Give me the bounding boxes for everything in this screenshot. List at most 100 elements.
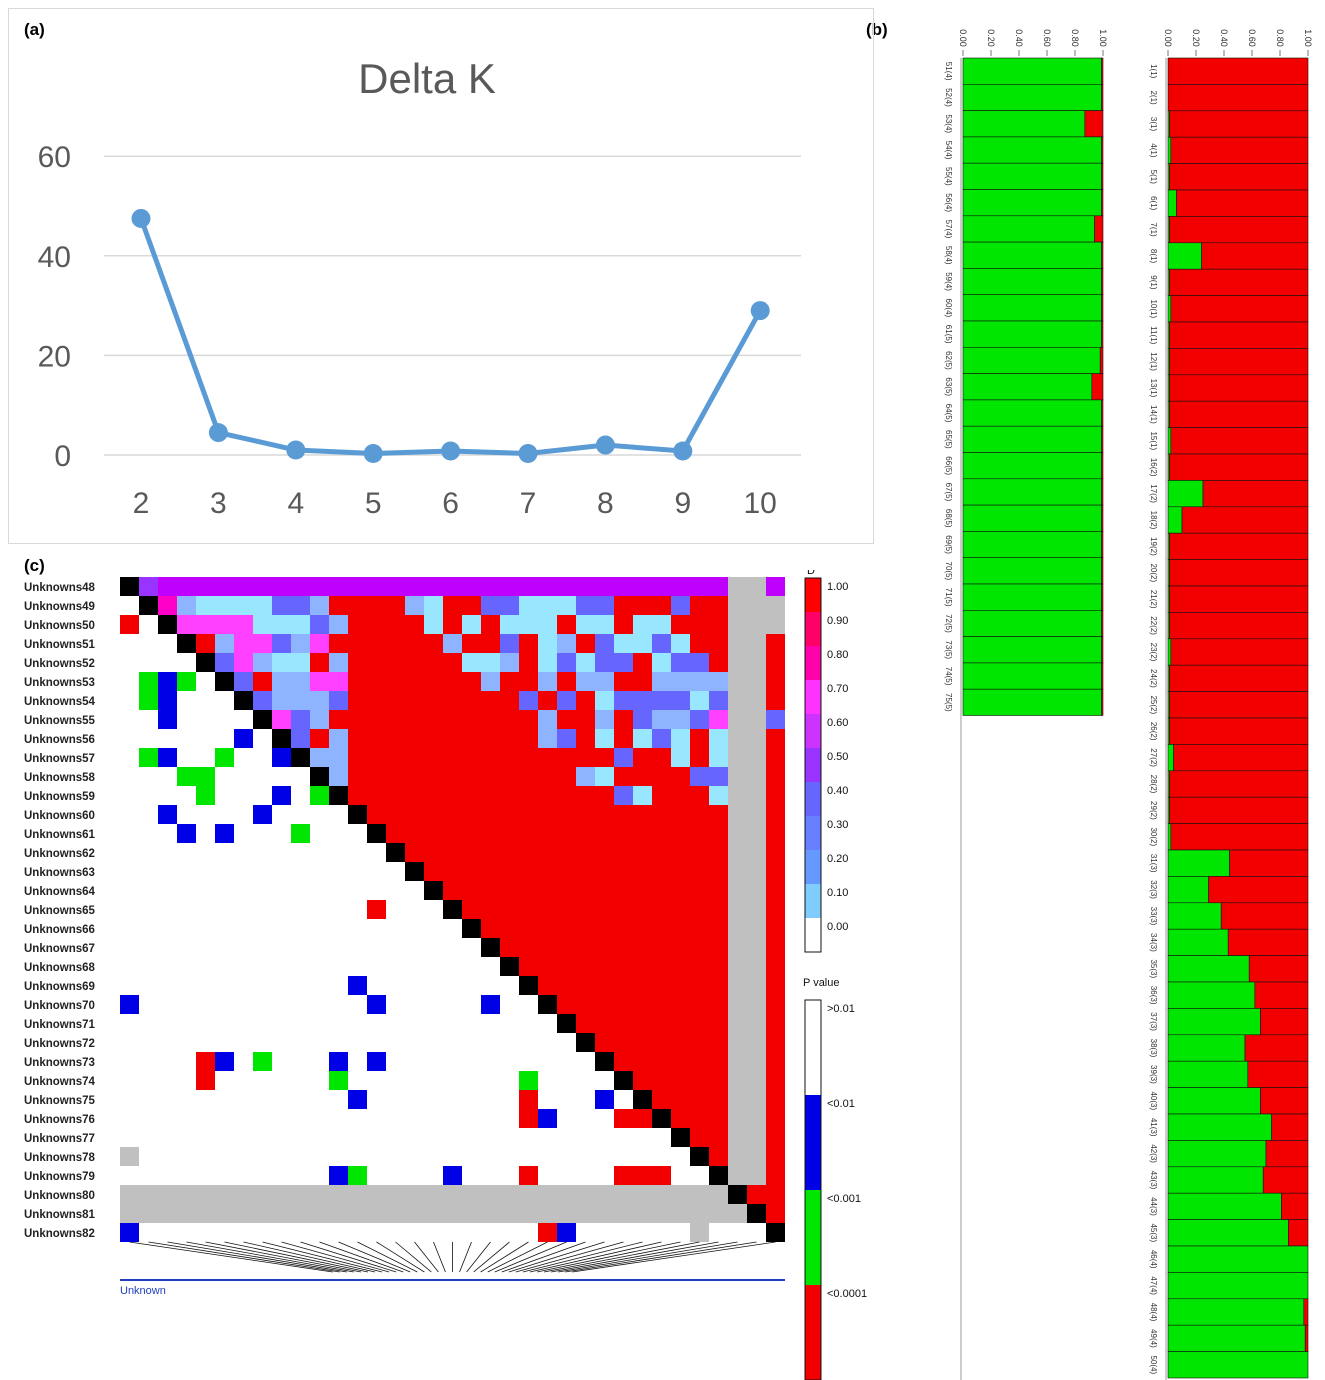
ld-cell bbox=[595, 767, 614, 786]
legend-dprime-swatch bbox=[805, 612, 821, 646]
ld-cell-missing bbox=[747, 938, 766, 957]
ld-cell-missing bbox=[747, 1014, 766, 1033]
ld-cell bbox=[367, 577, 386, 596]
fan-line bbox=[515, 1241, 624, 1273]
right-category-label: 34(3) bbox=[1149, 933, 1158, 952]
row-label: Unknowns76 bbox=[24, 1114, 95, 1126]
ld-cell bbox=[557, 805, 576, 824]
row-label: Unknowns61 bbox=[24, 829, 96, 841]
ld-cell bbox=[557, 653, 576, 672]
right-bar-green bbox=[1167, 823, 1172, 851]
ld-cell bbox=[557, 919, 576, 938]
right-bar-red bbox=[1167, 84, 1309, 112]
ld-cell bbox=[424, 805, 443, 824]
fan-line bbox=[186, 1241, 354, 1273]
right-bar-green bbox=[1167, 1060, 1249, 1088]
right-bar-green bbox=[1167, 189, 1177, 217]
data-point bbox=[595, 435, 615, 455]
ld-cell bbox=[405, 691, 424, 710]
ld-cell bbox=[576, 957, 595, 976]
ld-cell bbox=[576, 653, 595, 672]
diagonal-cell bbox=[538, 995, 557, 1014]
ld-cell bbox=[633, 596, 652, 615]
ld-cell bbox=[633, 767, 652, 786]
right-bar-green bbox=[1167, 1298, 1305, 1326]
right-category-label: 27(2) bbox=[1149, 748, 1158, 767]
ld-cell bbox=[500, 767, 519, 786]
ld-cell bbox=[709, 1014, 728, 1033]
ld-cell bbox=[386, 615, 405, 634]
right-bar-green bbox=[1167, 1272, 1309, 1300]
ld-cell bbox=[652, 786, 671, 805]
ld-cell bbox=[215, 634, 234, 653]
fan-line bbox=[501, 1241, 586, 1273]
ld-cell bbox=[690, 1071, 709, 1090]
ld-cell bbox=[690, 786, 709, 805]
diagonal-cell bbox=[158, 615, 177, 634]
ld-cell bbox=[538, 843, 557, 862]
ld-cell-missing bbox=[253, 1204, 272, 1223]
right-bar-red bbox=[1260, 1087, 1309, 1115]
right-bar-green bbox=[1167, 981, 1256, 1009]
right-category-label: 3(1) bbox=[1149, 117, 1158, 132]
left-bar-green bbox=[962, 189, 1102, 217]
ld-cell-missing bbox=[728, 1204, 747, 1223]
ld-cell bbox=[215, 577, 234, 596]
ld-cell bbox=[766, 748, 785, 767]
ld-cell bbox=[329, 729, 348, 748]
row-label: Unknowns49 bbox=[24, 601, 95, 613]
ld-cell bbox=[253, 596, 272, 615]
right-category-label: 17(2) bbox=[1149, 484, 1158, 503]
ld-cell bbox=[709, 748, 728, 767]
fan-line bbox=[281, 1241, 390, 1273]
ld-cell bbox=[652, 615, 671, 634]
left-x-tick-label: 0.80 bbox=[1070, 29, 1080, 47]
ld-cell bbox=[538, 710, 557, 729]
ld-cell bbox=[671, 1052, 690, 1071]
ld-cell bbox=[652, 672, 671, 691]
row-label: Unknowns60 bbox=[24, 810, 95, 822]
ld-cell-missing bbox=[519, 1185, 538, 1204]
ld-cell-missing bbox=[386, 1204, 405, 1223]
ld-cell bbox=[766, 786, 785, 805]
fan-line bbox=[262, 1241, 383, 1273]
left-bar-green bbox=[962, 320, 1102, 348]
ld-cell bbox=[500, 748, 519, 767]
left-category-label: 69(5) bbox=[944, 535, 953, 554]
ld-cell bbox=[633, 786, 652, 805]
ld-cell bbox=[519, 615, 538, 634]
ld-cell bbox=[690, 577, 709, 596]
ld-cell bbox=[671, 938, 690, 957]
ld-cell bbox=[766, 1166, 785, 1185]
x-tick-label: 6 bbox=[442, 487, 459, 520]
ld-cell bbox=[500, 938, 519, 957]
ld-cell bbox=[709, 596, 728, 615]
right-category-label: 42(3) bbox=[1149, 1144, 1158, 1163]
pvalue-cell bbox=[519, 1071, 538, 1090]
legend-dprime-swatch bbox=[805, 816, 821, 850]
left-bar-green bbox=[962, 504, 1102, 532]
ld-cell bbox=[652, 710, 671, 729]
ld-cell bbox=[386, 767, 405, 786]
ld-cell bbox=[234, 615, 253, 634]
ld-cell bbox=[272, 596, 291, 615]
right-bar-red bbox=[1176, 189, 1309, 217]
ld-cell bbox=[766, 824, 785, 843]
ld-cell-missing bbox=[576, 1204, 595, 1223]
right-bar-red bbox=[1169, 453, 1309, 481]
ld-cell bbox=[500, 577, 519, 596]
ld-cell bbox=[766, 1014, 785, 1033]
ld-cell bbox=[538, 881, 557, 900]
ld-cell bbox=[405, 805, 424, 824]
axis-label: Unknown bbox=[120, 1285, 166, 1297]
fan-line bbox=[558, 1241, 738, 1273]
ld-cell bbox=[367, 653, 386, 672]
ld-cell-missing bbox=[329, 1185, 348, 1204]
ld-cell bbox=[595, 691, 614, 710]
ld-cell-missing bbox=[215, 1185, 234, 1204]
ld-cell bbox=[614, 995, 633, 1014]
ld-cell bbox=[671, 976, 690, 995]
legend-p-tick: <0.0001 bbox=[827, 1288, 867, 1300]
ld-cell bbox=[614, 938, 633, 957]
legend-p-swatch bbox=[805, 1190, 821, 1285]
